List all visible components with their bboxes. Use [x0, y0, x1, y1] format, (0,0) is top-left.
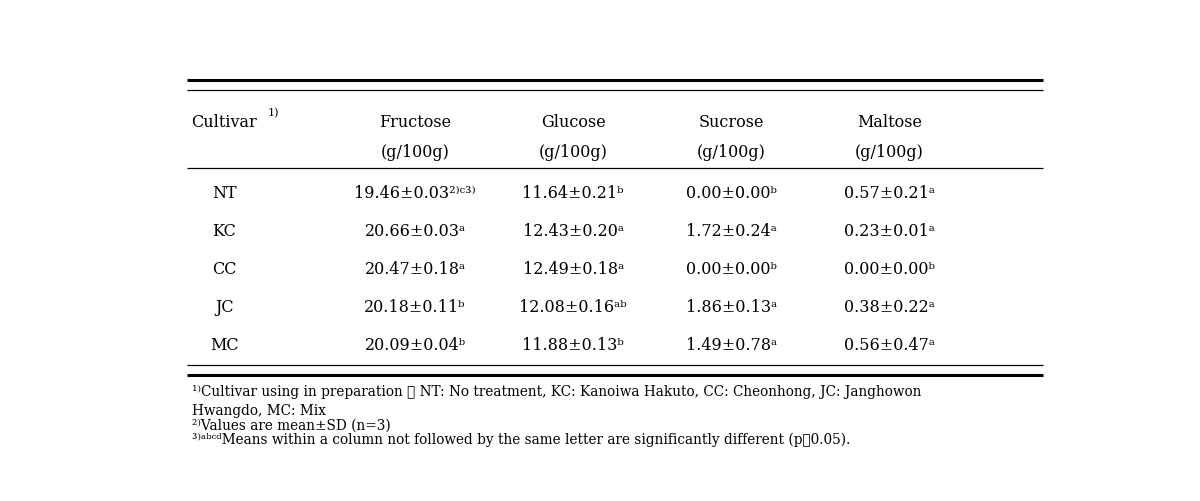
- Text: (g/100g): (g/100g): [539, 143, 607, 160]
- Text: 12.08±0.16ᵃᵇ: 12.08±0.16ᵃᵇ: [520, 298, 626, 315]
- Text: 12.43±0.20ᵃ: 12.43±0.20ᵃ: [523, 222, 624, 239]
- Text: Fructose: Fructose: [379, 114, 451, 131]
- Text: 20.66±0.03ᵃ: 20.66±0.03ᵃ: [365, 222, 466, 239]
- Text: ¹⁾Cultivar using in preparation ： NT: No treatment, KC: Kanoiwa Hakuto, CC: Cheo: ¹⁾Cultivar using in preparation ： NT: No…: [192, 384, 922, 398]
- Text: 1.72±0.24ᵃ: 1.72±0.24ᵃ: [686, 222, 776, 239]
- Text: 0.56±0.47ᵃ: 0.56±0.47ᵃ: [844, 336, 935, 353]
- Text: 0.23±0.01ᵃ: 0.23±0.01ᵃ: [844, 222, 935, 239]
- Text: 20.47±0.18ᵃ: 20.47±0.18ᵃ: [365, 261, 466, 278]
- Text: CC: CC: [212, 261, 236, 278]
- Text: (g/100g): (g/100g): [697, 143, 766, 160]
- Text: 0.00±0.00ᵇ: 0.00±0.00ᵇ: [686, 261, 776, 278]
- Text: 0.38±0.22ᵃ: 0.38±0.22ᵃ: [844, 298, 935, 315]
- Text: 12.49±0.18ᵃ: 12.49±0.18ᵃ: [522, 261, 624, 278]
- Text: Hwangdo, MC: Mix: Hwangdo, MC: Mix: [192, 403, 325, 417]
- Text: JC: JC: [215, 298, 234, 315]
- Text: 0.57±0.21ᵃ: 0.57±0.21ᵃ: [844, 185, 935, 202]
- Text: Sucrose: Sucrose: [698, 114, 764, 131]
- Text: MC: MC: [210, 336, 239, 353]
- Text: KC: KC: [212, 222, 236, 239]
- Text: 11.64±0.21ᵇ: 11.64±0.21ᵇ: [522, 185, 624, 202]
- Text: Cultivar: Cultivar: [192, 114, 257, 131]
- Text: ²⁾Values are mean±SD (n=3): ²⁾Values are mean±SD (n=3): [192, 418, 391, 432]
- Text: 1.86±0.13ᵃ: 1.86±0.13ᵃ: [685, 298, 776, 315]
- Text: 20.09±0.04ᵇ: 20.09±0.04ᵇ: [365, 336, 466, 353]
- Text: 11.88±0.13ᵇ: 11.88±0.13ᵇ: [522, 336, 624, 353]
- Text: 19.46±0.03²⁾ᶜ³⁾: 19.46±0.03²⁾ᶜ³⁾: [354, 185, 476, 202]
- Text: 0.00±0.00ᵇ: 0.00±0.00ᵇ: [844, 261, 935, 278]
- Text: Glucose: Glucose: [541, 114, 606, 131]
- Text: 1.49±0.78ᵃ: 1.49±0.78ᵃ: [685, 336, 776, 353]
- Text: Maltose: Maltose: [857, 114, 922, 131]
- Text: (g/100g): (g/100g): [380, 143, 450, 160]
- Text: NT: NT: [212, 185, 236, 202]
- Text: ³⁾ᵃᵇᶜᵈMeans within a column not followed by the same letter are significantly di: ³⁾ᵃᵇᶜᵈMeans within a column not followed…: [192, 432, 851, 446]
- Text: 0.00±0.00ᵇ: 0.00±0.00ᵇ: [686, 185, 776, 202]
- Text: (g/100g): (g/100g): [854, 143, 924, 160]
- Text: 20.18±0.11ᵇ: 20.18±0.11ᵇ: [365, 298, 466, 315]
- Text: 1): 1): [268, 108, 278, 118]
